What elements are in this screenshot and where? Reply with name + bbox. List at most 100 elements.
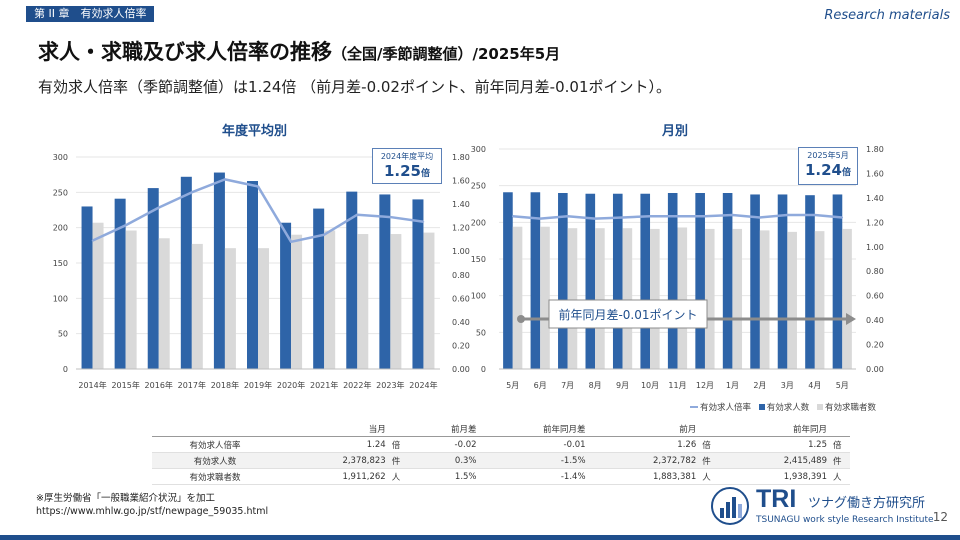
- stats-header-prev: 前月: [588, 422, 700, 437]
- legend-seekers-swatch: [816, 404, 823, 410]
- tri-logo: TRI ツナグ働き方研究所 TSUNAGU work style Researc…: [708, 485, 934, 529]
- monthly-ratio-point: [594, 217, 596, 220]
- page-subtitle: 有効求人倍率（季節調整値）は1.24倍 （前月差-0.02ポイント、前年同月差-…: [38, 78, 671, 96]
- annotation-box: [548, 299, 708, 329]
- cell-mom: 1.5%: [408, 468, 480, 485]
- annual-y2tick-label: 1.20: [452, 224, 470, 233]
- annual-xtick-label: 2020年: [277, 380, 305, 390]
- monthly-xtick-label: 4月: [808, 381, 821, 390]
- monthly-bar-seekers: [677, 227, 688, 369]
- annual-y2tick-label: 0.80: [452, 271, 470, 280]
- logo-mark: TRI: [756, 485, 797, 513]
- monthly-bar-seekers: [512, 226, 523, 369]
- legend-offers-swatch: [758, 404, 765, 410]
- cell-unit: 件: [699, 452, 720, 469]
- annual-bar-offers: [147, 188, 159, 369]
- chart-title-annual: 年度平均別: [222, 124, 288, 139]
- annual-ratio-point: [157, 206, 160, 209]
- monthly-ratio-point: [814, 214, 816, 216]
- annual-y2tick-label: 1.40: [452, 200, 470, 209]
- annual-bar-offers: [114, 198, 126, 369]
- cell-yoy: -0.01: [479, 436, 589, 453]
- annual-xtick-label: 2023年: [376, 380, 404, 390]
- annual-bar-seekers: [258, 248, 269, 369]
- monthly-bar-seekers: [595, 228, 605, 369]
- annotation-arrow-head: [846, 313, 856, 325]
- annual-bar-offers: [379, 194, 391, 369]
- monthly-ratio-point: [759, 216, 761, 219]
- stats-header-blank: [152, 422, 278, 437]
- stats-table: 当月 前月差 前年同月差 前月 前年同月 有効求人倍率 1.24 倍 -0.02…: [152, 422, 850, 485]
- monthly-y2tick-label: 1.00: [866, 243, 884, 252]
- monthly-ratio-point: [511, 215, 514, 218]
- monthly-bar-offers: [777, 194, 788, 369]
- monthly-bar-seekers: [650, 228, 660, 369]
- annual-xtick-label: 2015年: [111, 380, 139, 390]
- annual-y2tick-label: 0.60: [452, 294, 470, 303]
- monthly-xtick-label: 2月: [753, 381, 766, 390]
- source-url[interactable]: https://www.mhlw.go.jp/stf/newpage_59035…: [36, 506, 269, 517]
- annual-bar-seekers: [390, 234, 402, 369]
- annual-xtick-label: 2016年: [145, 380, 173, 390]
- monthly-bar-offers: [503, 192, 513, 369]
- monthly-xtick-label: 10月: [641, 381, 659, 390]
- monthly-xtick-label: 9月: [616, 381, 629, 390]
- annual-bar-seekers: [158, 238, 170, 369]
- annual-ytick-label: 150: [53, 259, 68, 268]
- monthly-y2tick-label: 0.60: [866, 292, 884, 301]
- annual-y2tick-label: 0.00: [452, 365, 470, 374]
- source-note: ※厚生労働省「一般職業紹介状況」を加工 https://www.mhlw.go.…: [36, 492, 268, 518]
- monthly-bar-seekers: [814, 231, 825, 369]
- stats-header-yoy: 前年同月差: [479, 422, 589, 437]
- monthly-y2tick-label: 1.80: [866, 145, 884, 154]
- annual-callout-value: 1.25: [383, 162, 421, 180]
- monthly-bar-offers: [695, 193, 705, 369]
- row-label: 有効求人倍率: [152, 436, 278, 453]
- annual-bar-seekers: [92, 222, 104, 369]
- annual-xtick-label: 2021年: [310, 380, 338, 390]
- monthly-xtick-label: 12月: [696, 381, 714, 390]
- cell-mom: 0.3%: [408, 452, 480, 469]
- monthly-xtick-label: 6月: [534, 381, 547, 390]
- page-title-main: 求人・求職及び求人倍率の推移: [38, 40, 332, 64]
- monthly-ytick-label: 250: [471, 182, 486, 191]
- monthly-y2tick-label: 1.60: [866, 169, 884, 178]
- annual-y2tick-label: 1.80: [452, 153, 470, 162]
- monthly-ytick-label: 200: [471, 218, 486, 227]
- page-title-sub: （全国/季節調整値）/2025年5月: [332, 45, 561, 63]
- annual-bar-seekers: [224, 248, 236, 369]
- cell-prev: 2,372,782: [588, 452, 700, 469]
- annual-ytick-label: 50: [58, 330, 68, 339]
- cell-unit: 人: [388, 468, 409, 485]
- monthly-ratio-point: [649, 215, 651, 218]
- monthly-bar-seekers: [622, 228, 633, 369]
- annual-xtick-label: 2019年: [244, 380, 272, 390]
- source-note-text: ※厚生労働省「一般職業紹介状況」を加工: [36, 493, 215, 504]
- annual-bar-offers: [280, 222, 292, 369]
- monthly-ratio-point: [539, 217, 541, 220]
- monthly-callout: 2025年5月 1.24倍: [798, 147, 858, 185]
- annual-ratio-point: [257, 185, 259, 188]
- monthly-ratio-point: [621, 216, 624, 219]
- annual-bar-offers: [81, 206, 93, 369]
- annual-bar-seekers: [291, 234, 303, 369]
- monthly-ratio-point: [786, 214, 789, 216]
- cell-mom: -0.02: [408, 436, 480, 453]
- page-title: 求人・求職及び求人倍率の推移（全国/季節調整値）/2025年5月: [38, 36, 560, 66]
- monthly-ytick-label: 50: [476, 328, 486, 337]
- monthly-bar-seekers: [842, 228, 852, 369]
- monthly-callout-value: 1.24: [804, 161, 842, 179]
- monthly-xtick-label: 5月: [506, 381, 519, 390]
- annual-bar-seekers: [191, 243, 203, 369]
- annual-ratio-point: [124, 224, 127, 227]
- annual-bar-offers: [180, 176, 192, 369]
- monthly-bar-offers: [640, 193, 651, 369]
- cell-prev-year: 2,415,489: [719, 452, 830, 469]
- annual-ytick-label: 0: [63, 365, 68, 374]
- monthly-callout-label: 2025年5月: [807, 151, 849, 160]
- row-label: 有効求職者数: [152, 468, 278, 485]
- monthly-y2tick-label: 1.20: [866, 218, 884, 227]
- annual-bar-seekers: [324, 230, 336, 369]
- monthly-callout-unit: 倍: [842, 168, 852, 178]
